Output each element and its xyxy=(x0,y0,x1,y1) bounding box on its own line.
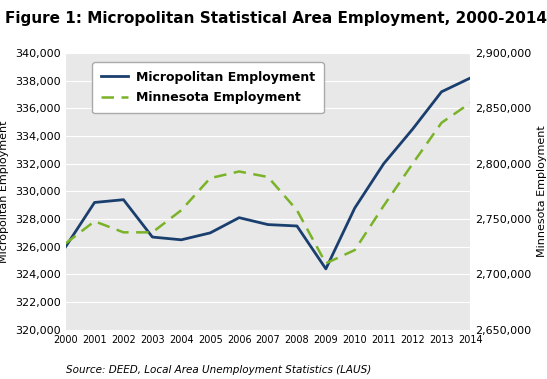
Micropolitan Employment xyxy=(265,222,271,227)
Minnesota Employment xyxy=(409,161,416,166)
Micropolitan Employment xyxy=(409,127,416,132)
Minnesota Employment xyxy=(265,175,271,179)
Y-axis label: Minnesota Employment: Minnesota Employment xyxy=(537,125,547,257)
Minnesota Employment xyxy=(120,230,127,235)
Micropolitan Employment xyxy=(91,200,98,205)
Micropolitan Employment xyxy=(62,244,69,249)
Y-axis label: Micropolitan Employment: Micropolitan Employment xyxy=(0,120,9,263)
Minnesota Employment xyxy=(323,261,329,266)
Minnesota Employment xyxy=(178,208,184,213)
Minnesota Employment xyxy=(91,219,98,224)
Minnesota Employment xyxy=(438,121,445,125)
Minnesota Employment xyxy=(380,204,387,208)
Micropolitan Employment xyxy=(149,235,156,239)
Minnesota Employment xyxy=(467,100,474,105)
Micropolitan Employment xyxy=(352,206,358,210)
Minnesota Employment xyxy=(149,230,156,235)
Line: Micropolitan Employment: Micropolitan Employment xyxy=(66,78,470,269)
Line: Minnesota Employment: Minnesota Employment xyxy=(66,103,470,263)
Micropolitan Employment xyxy=(467,76,474,80)
Micropolitan Employment xyxy=(323,266,329,271)
Micropolitan Employment xyxy=(438,89,445,94)
Minnesota Employment xyxy=(62,241,69,246)
Micropolitan Employment xyxy=(236,215,242,220)
Minnesota Employment xyxy=(207,176,213,180)
Micropolitan Employment xyxy=(207,230,213,235)
Micropolitan Employment xyxy=(120,197,127,202)
Text: Source: DEED, Local Area Unemployment Statistics (LAUS): Source: DEED, Local Area Unemployment St… xyxy=(66,365,371,375)
Legend: Micropolitan Employment, Minnesota Employment: Micropolitan Employment, Minnesota Emplo… xyxy=(92,62,324,113)
Text: Figure 1: Micropolitan Statistical Area Employment, 2000-2014: Figure 1: Micropolitan Statistical Area … xyxy=(5,11,547,27)
Micropolitan Employment xyxy=(380,161,387,166)
Minnesota Employment xyxy=(236,169,242,174)
Micropolitan Employment xyxy=(294,224,300,228)
Minnesota Employment xyxy=(294,208,300,213)
Minnesota Employment xyxy=(352,248,358,252)
Micropolitan Employment xyxy=(178,238,184,242)
